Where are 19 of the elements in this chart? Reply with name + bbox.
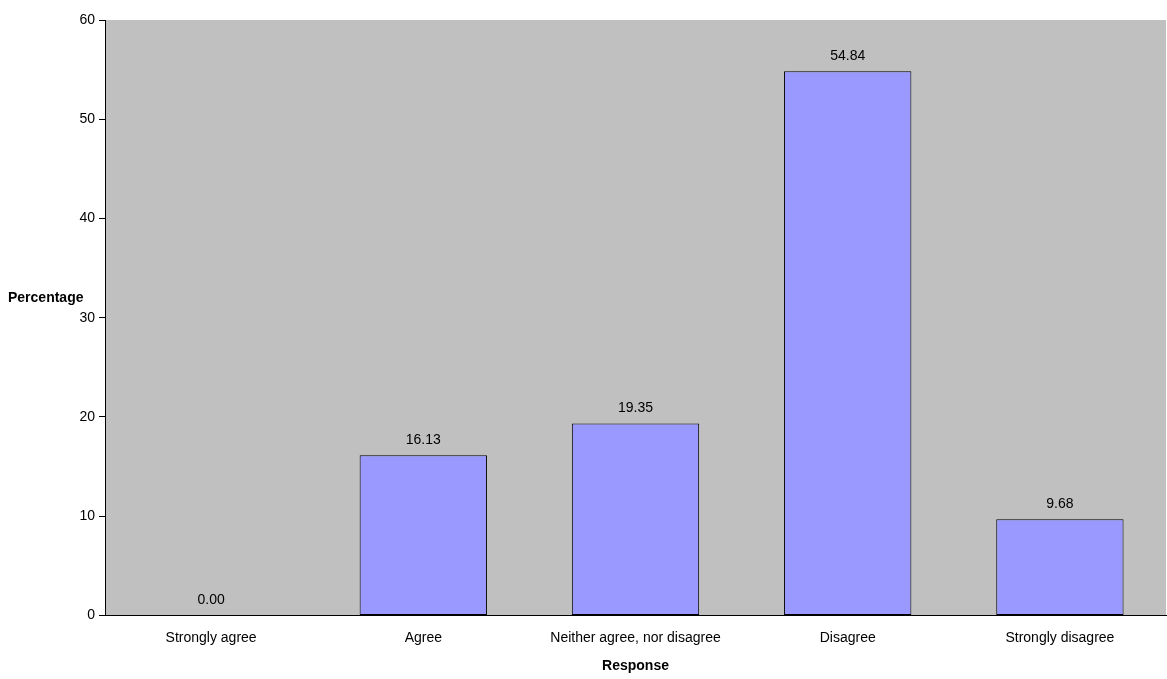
y-tick-label: 20 — [79, 407, 96, 424]
x-tick-label: Disagree — [819, 628, 876, 645]
y-tick-label: 40 — [79, 209, 96, 226]
y-axis-title: Percentage — [8, 288, 84, 305]
data-label: 19.35 — [617, 399, 654, 416]
x-axis-title: Response — [602, 657, 670, 674]
x-tick-label: Strongly disagree — [1005, 628, 1115, 645]
data-label: 9.68 — [1046, 495, 1074, 512]
data-label: 54.84 — [830, 47, 866, 64]
data-label: 16.13 — [405, 431, 442, 448]
y-tick-label: 30 — [79, 308, 96, 325]
x-tick-label: Strongly agree — [165, 628, 257, 645]
x-tick-label: Neither agree, nor disagree — [550, 628, 721, 645]
y-tick-label: 50 — [79, 110, 96, 127]
y-tick-label: 60 — [79, 10, 96, 27]
y-tick-label: 10 — [79, 507, 96, 524]
x-tick-label: Agree — [404, 628, 443, 645]
y-tick-label: 0 — [87, 606, 96, 623]
data-label: 0.00 — [197, 591, 225, 608]
